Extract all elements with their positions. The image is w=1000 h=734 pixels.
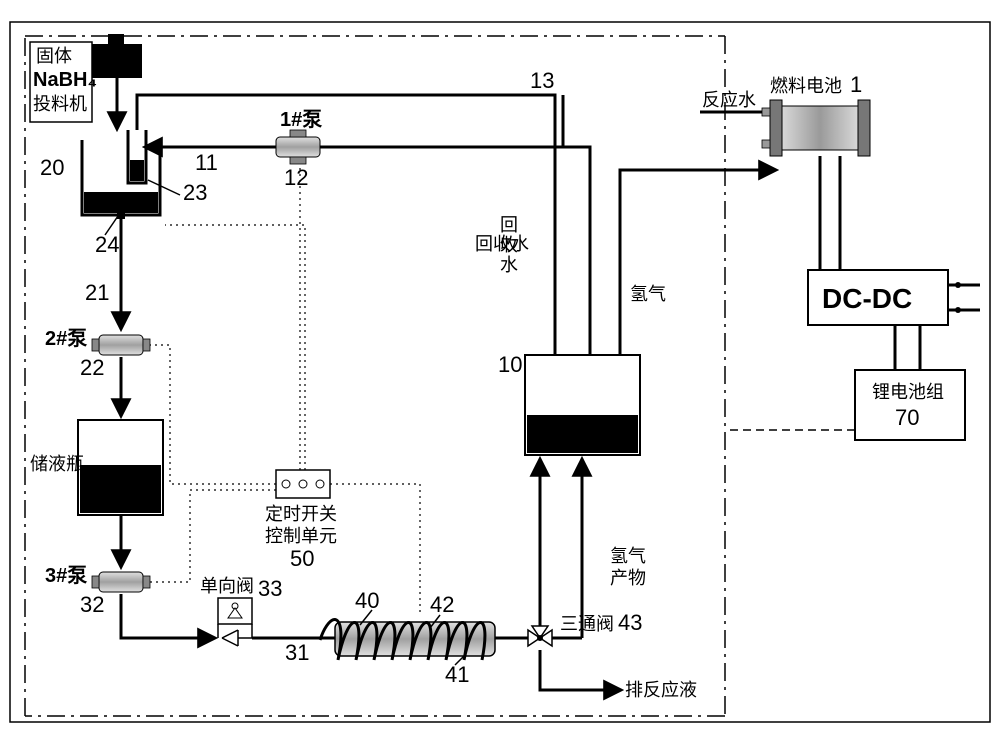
label-10: 10	[498, 352, 522, 377]
label-timer-l1: 定时开关	[265, 504, 337, 524]
label-70: 70	[895, 405, 919, 430]
check-valve	[218, 598, 252, 646]
label-tee: 三通阀	[560, 614, 614, 634]
label-pump3: 3#泵	[45, 564, 87, 587]
label-storage: 储液瓶	[30, 454, 84, 474]
label-1: 1	[850, 72, 862, 97]
fuel-cell	[762, 100, 870, 156]
feeder-label-box: 固体 NaBH₄ 投料机	[30, 42, 97, 122]
label-timer-l2: 控制单元	[265, 526, 337, 546]
label-43: 43	[618, 610, 642, 635]
line-h2-to-fc	[620, 170, 775, 355]
reactor	[320, 620, 495, 660]
label-20: 20	[40, 155, 64, 180]
line-13	[137, 95, 555, 355]
pump-2	[92, 335, 150, 355]
label-23: 23	[183, 180, 207, 205]
label-32: 32	[80, 592, 104, 617]
pump-3	[92, 572, 150, 592]
dcdc-node-2	[955, 307, 961, 313]
label-40: 40	[355, 588, 379, 613]
label-13: 13	[530, 68, 554, 93]
label-60: 60	[100, 49, 124, 74]
tee-valve	[528, 626, 552, 646]
label-dcdc: DC-DC	[822, 283, 912, 314]
dcdc-node-1	[955, 282, 961, 288]
feeder-line2: NaBH₄	[33, 69, 97, 91]
label-h2prod-l1: 氢气	[610, 546, 646, 566]
storage-bottle	[78, 420, 163, 515]
label-22: 22	[80, 355, 104, 380]
line-13a	[320, 98, 563, 147]
dissolve-cup	[82, 130, 160, 219]
label-pump2: 2#泵	[45, 327, 87, 350]
feeder-line3: 投料机	[33, 94, 87, 114]
line-drain	[540, 650, 620, 690]
label-liion: 锂电池组	[872, 382, 944, 402]
label-12: 12	[284, 165, 308, 190]
label-11: 11	[195, 150, 218, 175]
label-41: 41	[445, 662, 469, 687]
label-31: 31	[285, 640, 309, 665]
feeder-hopper: 60	[92, 34, 142, 78]
pump-1	[276, 130, 320, 164]
label-fc: 燃料电池	[770, 76, 842, 96]
label-42: 42	[430, 592, 454, 617]
line-pump1-from-tank	[320, 147, 590, 355]
line-pump3-to-cv	[121, 594, 214, 638]
feeder-line1: 固体	[36, 46, 72, 66]
label-h2prod-l2: 产物	[610, 568, 646, 588]
tank-10	[525, 355, 640, 455]
label-h2: 氢气	[630, 284, 666, 304]
label-24: 24	[95, 232, 119, 257]
label-rxnwater: 反应水	[702, 90, 756, 110]
timer-box	[276, 470, 330, 498]
label-21: 21	[85, 280, 109, 305]
label-pump1: 1#泵	[280, 108, 322, 131]
label-33: 33	[258, 576, 282, 601]
label-drain: 排反应液	[625, 680, 697, 700]
label-recwater-v: 回收水	[498, 215, 518, 275]
label-50: 50	[290, 546, 314, 571]
label-checkvalve: 单向阀	[200, 576, 254, 596]
